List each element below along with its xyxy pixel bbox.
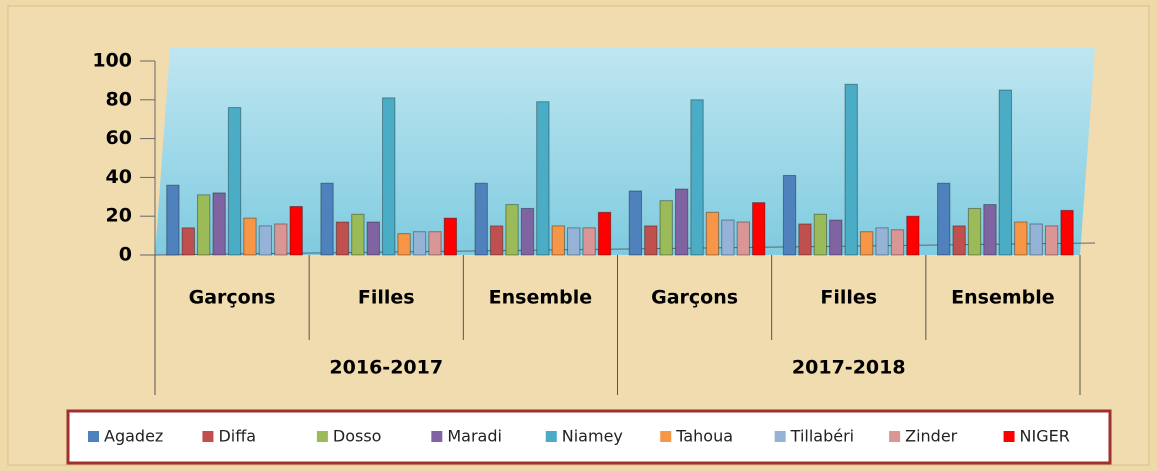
legend-swatch <box>202 431 214 442</box>
legend-label: Maradi <box>447 427 502 446</box>
legend-label: Diffa <box>218 427 256 446</box>
x-tick-label: Filles <box>358 287 415 309</box>
y-tick-label: 0 <box>119 244 132 266</box>
y-tick-label: 40 <box>106 166 132 188</box>
bar <box>428 231 442 256</box>
bar <box>582 227 596 256</box>
bar <box>752 202 766 256</box>
bar <box>937 182 951 256</box>
bar <box>567 227 581 256</box>
bar <box>212 192 226 256</box>
bar <box>258 225 273 256</box>
x-tick-label: Ensemble <box>489 287 593 309</box>
bar <box>674 188 689 256</box>
y-tick-label: 60 <box>106 127 132 149</box>
bar <box>721 219 735 256</box>
legend-label: Tahoua <box>675 427 733 446</box>
legend-label: Agadez <box>104 427 163 446</box>
legend-swatch <box>889 431 901 442</box>
bar <box>890 229 905 256</box>
bar <box>844 83 858 256</box>
bar <box>736 221 750 256</box>
bar <box>351 213 365 256</box>
bar <box>998 89 1013 256</box>
legend-label: Niamey <box>562 427 623 446</box>
bar <box>1060 209 1074 256</box>
legend-box <box>66 409 1112 465</box>
legend-swatch <box>431 431 443 442</box>
bar <box>597 211 612 256</box>
bar <box>227 107 242 256</box>
legend-swatch <box>545 431 557 442</box>
bar <box>443 217 458 256</box>
bar <box>906 215 920 256</box>
bar <box>1029 223 1043 256</box>
bar <box>320 182 334 256</box>
bar <box>644 225 658 256</box>
bar <box>474 182 488 256</box>
bar <box>782 174 797 256</box>
legend-swatch <box>88 431 99 442</box>
group-label: 2016-2017 <box>329 357 443 379</box>
bar <box>520 207 535 256</box>
legend-swatch <box>660 431 672 442</box>
bar <box>397 233 411 256</box>
bar <box>166 184 180 256</box>
legend-label: Tillabéri <box>790 427 854 446</box>
y-tick-label: 20 <box>106 205 132 227</box>
bar <box>952 225 966 256</box>
bar <box>536 101 550 256</box>
y-tick-label: 80 <box>106 88 132 110</box>
bar <box>690 99 704 256</box>
legend-swatch <box>1003 431 1015 442</box>
bar <box>1044 225 1059 256</box>
bar <box>813 213 828 256</box>
x-tick-label: Garçons <box>189 287 276 309</box>
bar <box>274 223 288 256</box>
bar <box>335 221 350 256</box>
bar <box>1014 221 1028 256</box>
legend-swatch <box>316 431 328 442</box>
bar <box>243 217 257 256</box>
legend-label: Zinder <box>905 427 958 446</box>
bar <box>628 190 643 256</box>
bar <box>551 225 565 256</box>
x-tick-label: Filles <box>820 287 877 309</box>
bar <box>798 223 812 256</box>
legend-label: Dosso <box>333 427 382 446</box>
x-tick-label: Ensemble <box>951 287 1055 309</box>
bar <box>181 227 195 256</box>
bar <box>659 200 673 256</box>
bar <box>705 211 720 256</box>
bar <box>829 219 843 256</box>
bar <box>859 231 874 256</box>
x-tick-label: Garçons <box>651 287 738 309</box>
bar <box>366 221 380 256</box>
legend-swatch <box>774 431 786 442</box>
bar <box>489 225 504 256</box>
bar <box>382 97 396 256</box>
bar <box>875 227 889 256</box>
bar <box>967 207 982 256</box>
y-tick-label: 100 <box>92 50 132 72</box>
bar <box>983 204 997 256</box>
bar <box>412 231 427 256</box>
group-label: 2017-2018 <box>792 357 906 379</box>
bar <box>289 206 303 256</box>
bar <box>197 194 211 256</box>
bar <box>505 204 519 256</box>
legend-label: NIGER <box>1020 427 1070 446</box>
